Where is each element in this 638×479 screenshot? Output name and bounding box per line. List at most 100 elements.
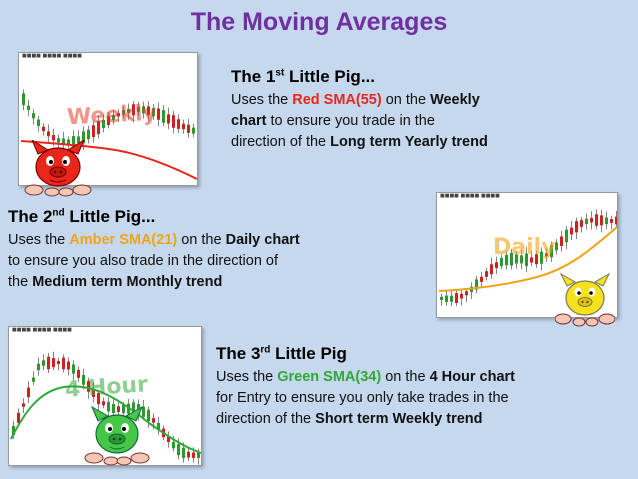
candle-body [167,436,170,442]
candle-body [142,406,145,417]
candle-body [440,296,443,300]
candle-body [580,220,583,227]
candle-body [450,295,453,302]
candle-body [62,357,65,370]
candle-body [530,257,533,263]
candle-body [172,441,175,449]
pig3-block: The 3rd Little Pig Uses the Green SMA(34… [216,344,626,430]
candle-body [17,412,20,423]
candle-body [27,105,30,110]
candle-body [192,452,195,458]
candle-body [525,253,528,267]
candle-body [52,358,55,368]
weekly-sma-line [20,140,197,180]
candle-body [152,108,155,117]
candle-body [162,110,165,123]
candle-body [187,451,190,458]
candle-body [102,119,105,129]
four-hour-chart-plot [10,351,201,465]
candle-body [147,409,150,422]
candle-body [82,374,85,385]
candle-body [22,93,25,106]
daily-watermark: Daily [493,235,556,260]
candle-body [87,129,90,140]
candle-body [182,123,185,130]
candle-body [590,217,593,223]
candle-body [455,293,458,303]
candle-body [177,119,180,129]
candle-body [585,218,588,224]
candle-body [97,392,100,405]
candle-body [555,242,558,251]
chart-header: ■■■■ ■■■■ ■■■■ [12,327,72,333]
candle-body [67,139,70,145]
candle-body [187,124,190,133]
daily-chart-plot [438,209,617,307]
daily-sma-line [438,226,617,292]
chart-header: ■■■■ ■■■■ ■■■■ [440,193,500,199]
candle-body [107,116,110,125]
candle-body [177,444,180,456]
candle-body [142,106,145,114]
candle-body [12,425,15,436]
candle-body [615,216,617,225]
red-pig-icon [24,140,92,197]
candle-body [605,217,608,225]
candle-body [137,106,140,113]
candle-body [445,295,448,303]
candle-body [490,264,493,275]
candle-body [157,422,160,430]
candle-body [565,229,568,243]
candle-body [127,108,130,113]
candle-body [97,121,100,135]
candle-body [192,127,195,134]
candle-body [92,388,95,397]
candle-body [197,452,200,459]
candle-body [72,136,75,147]
daily-candles [440,209,617,307]
candle-body [182,447,185,459]
pig3-description: Uses the Green SMA(34) on the 4 Hour cha… [216,369,515,427]
candle-body [112,115,115,120]
candle-body [102,401,105,406]
weekly-watermark: Weekly [66,100,158,131]
candle-body [540,251,543,264]
pig2-heading: The 2nd Little Pig... [8,207,156,226]
candle-body [47,131,50,137]
green-pig-icon [84,405,150,466]
candle-body [77,136,80,143]
candle-body [570,227,573,235]
candle-body [57,138,60,143]
candle-body [117,113,120,117]
candle-body [42,360,45,366]
slide-title: The Moving Averages [190,8,448,36]
candle-body [87,380,90,392]
candle-body [52,134,55,141]
candle-body [610,219,613,223]
candle-body [57,360,60,365]
candle-body [47,356,50,370]
candle-body [32,113,35,119]
weekly-candles [22,89,195,154]
candle-body [520,255,523,264]
candle-body [67,361,70,370]
candle-body [157,108,160,120]
pig1-heading: The 1st Little Pig... [231,67,375,86]
weekly-chart-plot [20,89,197,180]
candle-body [485,271,488,277]
candle-body [500,257,503,267]
pig3-heading: The 3rd Little Pig [216,344,347,363]
pig2-block: The 2nd Little Pig... Uses the Amber SMA… [8,207,423,293]
pig1-description: Uses the Red SMA(55) on the Weekly chart… [231,92,488,150]
candle-body [575,221,578,233]
candle-body [600,215,603,226]
candle-body [595,214,598,226]
candle-body [515,254,518,264]
pig2-description: Uses the Amber SMA(21) on the Daily char… [8,232,300,290]
candle-body [82,131,85,144]
candle-body [510,252,513,266]
candle-body [172,115,175,128]
candle-body [32,377,35,382]
candle-body [42,126,45,132]
candle-body [27,387,30,398]
